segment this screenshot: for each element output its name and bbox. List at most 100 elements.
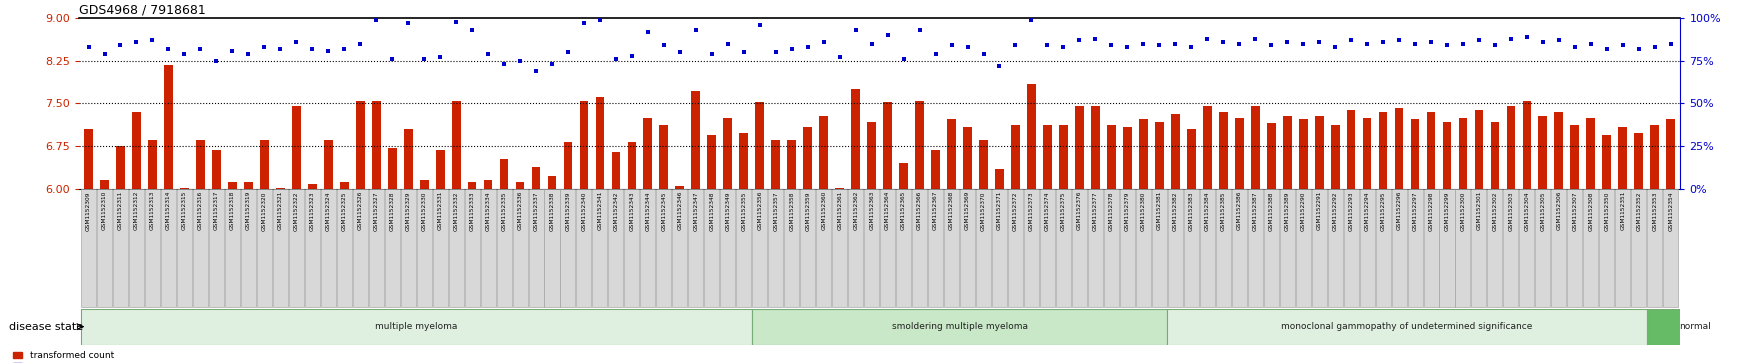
Text: GSM1152389: GSM1152389 <box>1284 191 1289 231</box>
Bar <box>1619 127 1628 189</box>
Text: GSM1152358: GSM1152358 <box>789 191 795 231</box>
Bar <box>851 89 859 189</box>
Bar <box>788 140 796 189</box>
Bar <box>612 152 621 189</box>
Point <box>1289 41 1317 47</box>
Point <box>1480 42 1508 48</box>
Point <box>873 32 902 38</box>
Point <box>745 22 774 28</box>
Point <box>1002 42 1030 48</box>
FancyBboxPatch shape <box>896 189 910 307</box>
Text: GSM1152385: GSM1152385 <box>1221 191 1226 231</box>
Point <box>858 41 886 47</box>
Bar <box>1331 125 1340 189</box>
Bar <box>324 140 333 189</box>
Point <box>489 61 517 67</box>
Point <box>330 46 358 52</box>
FancyBboxPatch shape <box>1503 189 1519 307</box>
FancyBboxPatch shape <box>1647 189 1663 307</box>
Text: GSM1152303: GSM1152303 <box>1508 191 1514 231</box>
Text: GSM1152302: GSM1152302 <box>1493 191 1498 231</box>
FancyBboxPatch shape <box>1103 189 1119 307</box>
FancyBboxPatch shape <box>1247 189 1263 307</box>
FancyBboxPatch shape <box>1615 189 1629 307</box>
Bar <box>995 169 1003 189</box>
FancyBboxPatch shape <box>1663 189 1679 307</box>
Text: GSM1152336: GSM1152336 <box>517 191 523 231</box>
Text: GSM1152370: GSM1152370 <box>980 191 986 231</box>
Point <box>217 48 246 53</box>
Point <box>1130 41 1158 47</box>
Bar <box>1010 125 1019 189</box>
Bar <box>1507 106 1515 189</box>
Point <box>1145 42 1173 48</box>
FancyBboxPatch shape <box>1487 189 1503 307</box>
Text: GSM1152298: GSM1152298 <box>1428 191 1433 231</box>
Text: GSM1152344: GSM1152344 <box>645 191 651 231</box>
FancyBboxPatch shape <box>1056 189 1072 307</box>
Bar <box>1426 112 1435 189</box>
Text: GSM1152365: GSM1152365 <box>902 191 907 231</box>
FancyBboxPatch shape <box>496 189 512 307</box>
Point <box>1209 39 1237 45</box>
FancyBboxPatch shape <box>368 189 384 307</box>
Bar <box>675 186 684 189</box>
Point <box>523 68 551 74</box>
Point <box>698 51 726 57</box>
Bar <box>756 102 765 189</box>
Bar <box>435 150 444 189</box>
FancyBboxPatch shape <box>1647 309 1743 345</box>
Bar <box>1635 133 1643 189</box>
Point <box>1017 17 1045 23</box>
FancyBboxPatch shape <box>1584 189 1598 307</box>
Bar <box>1379 112 1387 189</box>
Text: GSM1152348: GSM1152348 <box>709 191 714 231</box>
Point <box>1496 36 1524 41</box>
Text: GSM1152364: GSM1152364 <box>886 191 889 231</box>
Bar <box>228 182 237 189</box>
Text: GSM1152350: GSM1152350 <box>1605 191 1610 231</box>
Text: GSM1152307: GSM1152307 <box>1572 191 1577 231</box>
FancyBboxPatch shape <box>1216 189 1231 307</box>
Point <box>667 49 695 55</box>
Point <box>1545 37 1573 43</box>
FancyBboxPatch shape <box>1072 189 1087 307</box>
FancyBboxPatch shape <box>993 189 1007 307</box>
FancyBboxPatch shape <box>274 189 288 307</box>
Bar <box>1586 118 1594 189</box>
Bar <box>340 182 349 189</box>
Point <box>777 46 805 52</box>
Point <box>74 44 102 50</box>
Point <box>1193 36 1221 41</box>
Bar <box>803 127 812 189</box>
Text: GSM1152360: GSM1152360 <box>821 191 826 231</box>
Bar <box>1442 122 1451 189</box>
FancyBboxPatch shape <box>1312 189 1326 307</box>
Bar <box>531 167 540 189</box>
Bar <box>132 112 140 189</box>
Point <box>1033 42 1061 48</box>
Point <box>649 42 677 48</box>
Point <box>633 29 661 35</box>
Point <box>1305 39 1333 45</box>
FancyBboxPatch shape <box>81 309 752 345</box>
Point <box>267 46 295 52</box>
Bar <box>291 106 300 189</box>
Text: GSM1152387: GSM1152387 <box>1252 191 1258 231</box>
Text: GSM1152293: GSM1152293 <box>1349 191 1354 231</box>
Text: GSM1152356: GSM1152356 <box>758 191 763 231</box>
FancyBboxPatch shape <box>768 189 784 307</box>
Point <box>505 58 533 64</box>
Text: GSM1152294: GSM1152294 <box>1365 191 1370 231</box>
FancyBboxPatch shape <box>161 189 175 307</box>
Bar <box>468 182 477 189</box>
FancyBboxPatch shape <box>928 189 944 307</box>
FancyBboxPatch shape <box>240 189 256 307</box>
Point <box>202 58 230 64</box>
FancyBboxPatch shape <box>337 189 353 307</box>
Bar <box>1347 110 1356 189</box>
FancyBboxPatch shape <box>1280 189 1294 307</box>
FancyBboxPatch shape <box>881 189 895 307</box>
Text: GSM1152325: GSM1152325 <box>342 191 347 231</box>
Point <box>410 56 438 62</box>
